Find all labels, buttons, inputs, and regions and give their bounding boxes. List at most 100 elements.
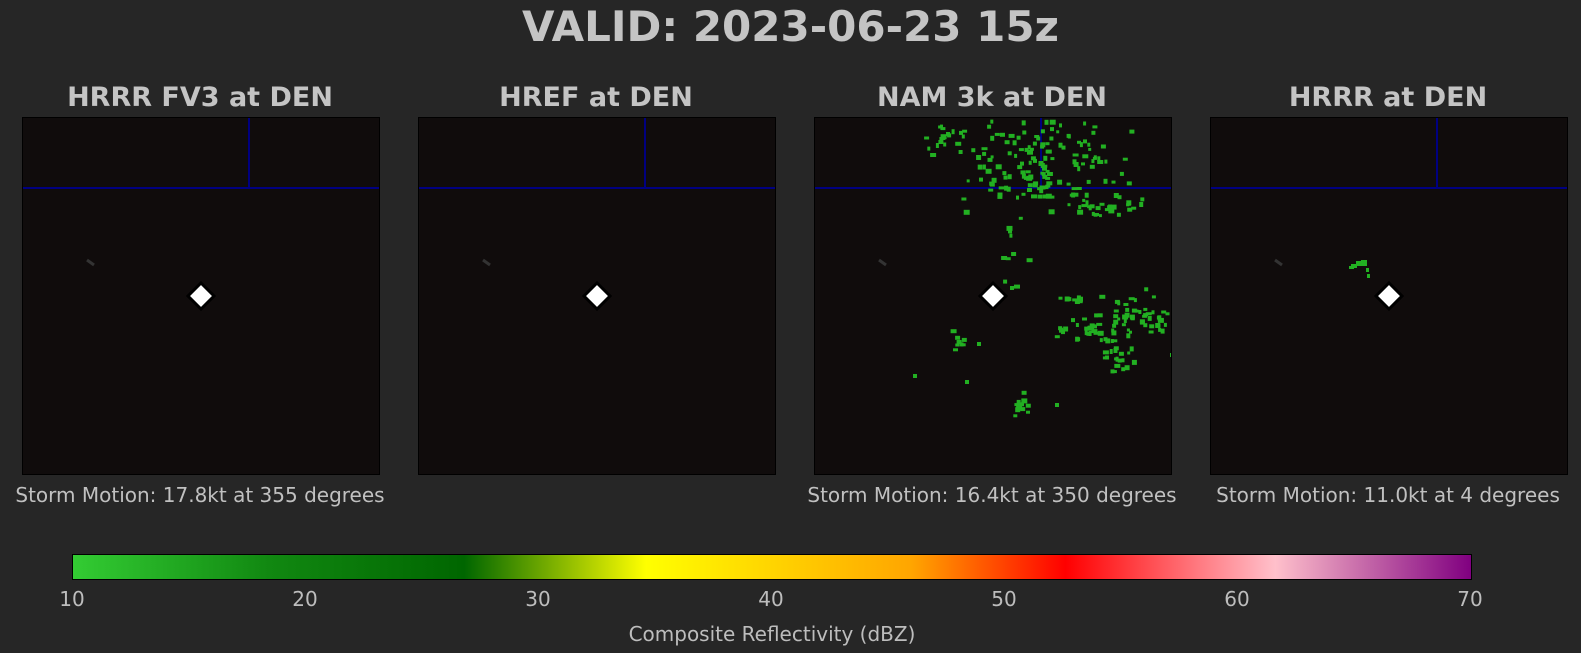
echo-cell — [1033, 158, 1037, 163]
reflectivity-map[interactable] — [1210, 117, 1568, 475]
echo-cell — [1127, 351, 1131, 355]
colorbar-tick: 20 — [292, 587, 318, 611]
echo-cell — [924, 136, 930, 140]
echo-cell — [1026, 410, 1030, 414]
echo-cell — [1081, 204, 1088, 208]
echo-cell — [1021, 120, 1026, 126]
echo-cell — [1111, 204, 1117, 210]
echo-cell — [1113, 346, 1119, 351]
echo-cell — [1064, 296, 1070, 302]
terrain-feature — [86, 258, 95, 267]
echo-cell — [1097, 330, 1104, 336]
colorbar-tick: 70 — [1457, 587, 1483, 611]
echo-cell — [1045, 169, 1050, 173]
echo-cell — [963, 209, 970, 215]
echo-cell — [1095, 206, 1101, 211]
echo-cell — [991, 177, 997, 183]
echo-cell — [940, 124, 943, 128]
map-canvas — [23, 118, 379, 312]
echo-cell — [1131, 206, 1137, 210]
echo-cell — [1160, 328, 1165, 334]
echo-cell — [1010, 286, 1014, 290]
echo-cell — [1129, 314, 1135, 320]
echo-cell — [1361, 260, 1367, 266]
echo-cell — [1121, 358, 1125, 363]
echo-cell — [1011, 252, 1017, 256]
echo-cell — [1126, 181, 1132, 186]
echo-cell — [965, 380, 969, 384]
echo-cell — [1086, 331, 1091, 336]
terrain-feature — [482, 258, 491, 267]
echo-cell — [1016, 135, 1021, 140]
echo-cell — [930, 153, 937, 157]
echo-cell — [960, 343, 966, 347]
echo-cell — [1040, 144, 1045, 149]
echo-cell — [1113, 348, 1118, 353]
echo-cell — [1029, 147, 1034, 151]
echo-cell — [1170, 353, 1171, 357]
echo-cell — [1084, 326, 1090, 331]
panel-hrrr: HRRR at DEN Storm Motion: 11.0kt at 4 de… — [1198, 78, 1578, 518]
echo-cell — [1046, 172, 1053, 176]
echo-cell — [1020, 161, 1024, 166]
echo-cell — [1111, 180, 1116, 184]
echo-cell — [1003, 279, 1008, 284]
echo-cell — [1112, 323, 1117, 328]
echo-cell — [1140, 197, 1145, 202]
echo-cell — [1058, 326, 1063, 331]
echo-cell — [1129, 346, 1134, 352]
echo-cell — [1030, 156, 1036, 161]
echo-cell — [1117, 358, 1122, 363]
echo-cell — [982, 151, 987, 156]
echo-cell — [1134, 309, 1139, 313]
echo-cell — [1073, 162, 1079, 167]
radar-echoes — [913, 119, 1171, 418]
echo-cell — [1072, 159, 1077, 165]
echo-cell — [1112, 339, 1118, 343]
echo-cell — [1091, 211, 1095, 216]
echo-cell — [1084, 330, 1088, 336]
echo-cell — [951, 129, 955, 135]
echo-cell — [1005, 257, 1011, 261]
station-marker-icon — [581, 280, 613, 312]
echo-cell — [927, 146, 931, 151]
echo-cell — [1076, 337, 1081, 342]
echo-cell — [1017, 402, 1021, 406]
station-marker-icon — [1373, 280, 1405, 312]
echo-cell — [962, 129, 968, 133]
echo-cell — [1027, 183, 1033, 188]
echo-cell — [1045, 142, 1050, 146]
echo-cell — [1008, 229, 1012, 234]
reflectivity-map[interactable] — [814, 117, 1172, 475]
echo-cell — [1006, 186, 1011, 192]
echo-cell — [1088, 207, 1092, 211]
echo-cell — [1022, 130, 1027, 135]
echo-cell — [1097, 156, 1101, 162]
echo-cell — [1057, 179, 1063, 185]
reflectivity-map[interactable] — [418, 117, 776, 475]
echo-cell — [1039, 188, 1044, 194]
echo-cell — [1039, 185, 1046, 190]
echo-cell — [1117, 195, 1122, 200]
echo-cell — [959, 130, 963, 135]
echo-cell — [1075, 323, 1079, 327]
echo-cell — [1113, 309, 1119, 313]
echo-cell — [1025, 403, 1031, 408]
echo-cell — [1131, 308, 1137, 313]
echo-cell — [1079, 142, 1083, 148]
echo-cell — [1067, 203, 1071, 207]
reflectivity-map[interactable] — [22, 117, 380, 475]
echo-cell — [1024, 147, 1029, 152]
panel-title: HRRR FV3 at DEN — [67, 82, 333, 113]
echo-cell — [999, 133, 1005, 137]
echo-cell — [1147, 315, 1152, 321]
echo-cell — [1006, 225, 1013, 231]
echo-cell — [1131, 359, 1137, 365]
echo-cell — [1045, 193, 1052, 199]
echo-cell — [989, 182, 995, 187]
station-marker-icon — [185, 280, 217, 312]
echo-cell — [1367, 274, 1370, 278]
echo-cell — [1110, 339, 1114, 343]
echo-cell — [1026, 175, 1033, 181]
echo-cell — [966, 179, 970, 183]
